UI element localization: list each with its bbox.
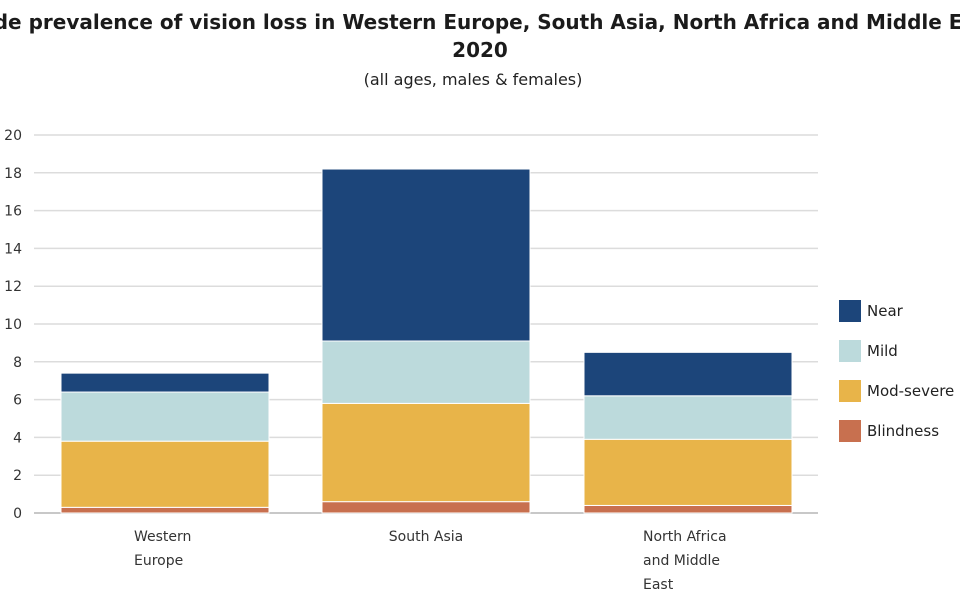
y-tick-label: 10 xyxy=(4,317,22,333)
bar-segment-near[interactable] xyxy=(321,168,531,342)
bar-segment-mild[interactable] xyxy=(60,391,270,442)
chart-title-line-2: 2020 xyxy=(452,38,508,62)
legend-swatch xyxy=(839,300,861,322)
bar-segment-near[interactable] xyxy=(583,351,793,397)
bar-segment-mild[interactable] xyxy=(321,340,531,404)
bar-segment-blindness[interactable] xyxy=(60,506,270,514)
chart-subtitle: (all ages, males & females) xyxy=(363,70,583,89)
x-tick-label: South Asia xyxy=(389,529,463,545)
bar-segment-mod-severe[interactable] xyxy=(60,440,270,508)
bar-segment-blindness[interactable] xyxy=(583,504,793,514)
bar-segment-blindness[interactable] xyxy=(321,501,531,514)
y-tick-label: 0 xyxy=(13,506,22,522)
legend-swatch xyxy=(839,380,861,402)
legend: Near Mild Mod-severe Blindness xyxy=(839,300,954,442)
y-tick-label: 14 xyxy=(4,241,22,257)
y-tick-label: 2 xyxy=(13,468,22,484)
y-tick-label: 8 xyxy=(13,355,22,371)
x-tick-label: Western Europe xyxy=(134,529,191,569)
y-tick-label: 18 xyxy=(4,166,22,182)
bar-segment-mild[interactable] xyxy=(583,395,793,440)
bar-segment-near[interactable] xyxy=(60,372,270,393)
legend-swatch xyxy=(839,340,861,362)
bars xyxy=(60,168,793,514)
bar-segment-mod-severe[interactable] xyxy=(583,438,793,506)
x-tick-label: North Africa and Middle East xyxy=(643,529,727,593)
legend-label[interactable]: Blindness xyxy=(867,422,939,440)
legend-label[interactable]: Mod-severe xyxy=(867,382,954,400)
y-tick-label: 16 xyxy=(4,204,22,220)
y-tick-label: 6 xyxy=(13,393,22,409)
legend-label[interactable]: Near xyxy=(867,302,904,320)
chart-title: Crude prevalence of vision loss in Weste… xyxy=(0,8,960,64)
axes: 0 2 4 6 8 10 12 14 16 18 20 Western Europe South Asia… xyxy=(4,128,726,593)
legend-swatch xyxy=(839,420,861,442)
y-tick-label: 12 xyxy=(4,279,22,295)
bar-segment-mod-severe[interactable] xyxy=(321,402,531,503)
chart-title-line-1: Crude prevalence of vision loss in Weste… xyxy=(0,10,960,34)
y-tick-label: 20 xyxy=(4,128,22,144)
legend-label[interactable]: Mild xyxy=(867,342,898,360)
y-tick-label: 4 xyxy=(13,430,22,446)
